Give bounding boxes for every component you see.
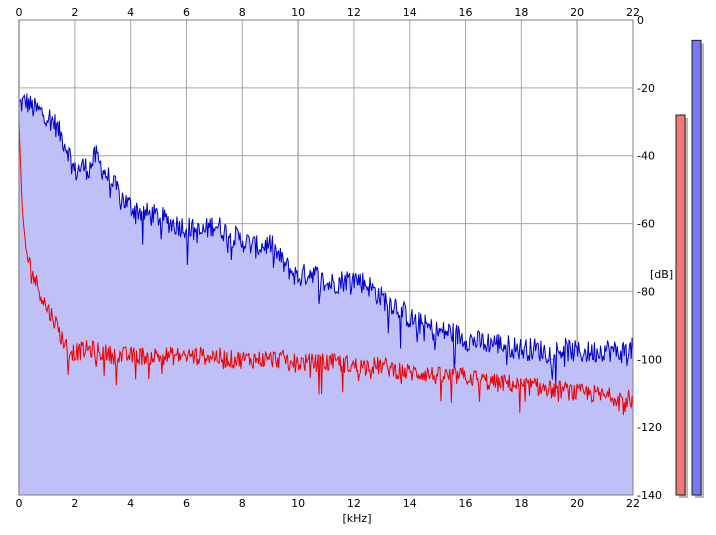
series-line-1 bbox=[18, 118, 634, 416]
y-tick-label: 0 bbox=[637, 14, 644, 27]
x-tick-label-bottom: 16 bbox=[459, 497, 473, 510]
y-tick-label: -20 bbox=[637, 82, 655, 95]
x-tick-label-top: 0 bbox=[16, 6, 23, 19]
y-tick-label: -120 bbox=[637, 421, 662, 434]
y-tick-label: -140 bbox=[637, 489, 662, 502]
x-tick-label-top: 14 bbox=[403, 6, 417, 19]
y-axis-label: [dB] bbox=[650, 268, 673, 281]
series-fill-0 bbox=[19, 93, 633, 495]
x-tick-label-bottom: 4 bbox=[127, 497, 134, 510]
x-tick-label-top: 20 bbox=[570, 6, 584, 19]
plot-frame bbox=[18, 19, 634, 496]
series-line-0 bbox=[18, 93, 634, 387]
level-meter-bar bbox=[675, 114, 686, 496]
x-tick-label-bottom: 22 bbox=[626, 497, 640, 510]
plot-border bbox=[18, 19, 634, 496]
x-tick-labels-top: 0 2 4 6 8 10 12 14 16 18 20 22 bbox=[16, 6, 641, 19]
x-tick-label-bottom: 2 bbox=[71, 497, 78, 510]
x-tick-label-bottom: 0 bbox=[16, 497, 23, 510]
x-tick-label-top: 6 bbox=[183, 6, 190, 19]
x-tick-label-top: 10 bbox=[291, 6, 305, 19]
level-meters bbox=[675, 39, 704, 498]
x-axis-label: [kHz] bbox=[343, 512, 372, 525]
y-tick-label: -60 bbox=[637, 218, 655, 231]
y-tick-label: -80 bbox=[637, 285, 655, 298]
x-tick-label-bottom: 10 bbox=[291, 497, 305, 510]
x-tick-label-bottom: 12 bbox=[347, 497, 361, 510]
x-tick-label-top: 16 bbox=[459, 6, 473, 19]
series-layer bbox=[18, 93, 634, 495]
y-tick-labels: 0 -20 -40 -60 -80 -100 -120 -140 bbox=[637, 14, 662, 502]
x-tick-label-top: 18 bbox=[514, 6, 528, 19]
x-tick-label-bottom: 14 bbox=[403, 497, 417, 510]
x-tick-labels-bottom: 0 2 4 6 8 10 12 14 16 18 20 22 bbox=[16, 497, 641, 510]
x-tick-label-top: 8 bbox=[239, 6, 246, 19]
x-tick-label-bottom: 20 bbox=[570, 497, 584, 510]
y-tick-label: -40 bbox=[637, 150, 655, 163]
x-tick-label-top: 22 bbox=[626, 6, 640, 19]
x-tick-label-bottom: 6 bbox=[183, 497, 190, 510]
x-tick-label-top: 12 bbox=[347, 6, 361, 19]
level-meter-bar bbox=[691, 39, 702, 496]
x-tick-label-top: 2 bbox=[71, 6, 78, 19]
x-tick-label-bottom: 8 bbox=[239, 497, 246, 510]
x-tick-label-bottom: 18 bbox=[514, 497, 528, 510]
y-tick-label: -100 bbox=[637, 353, 662, 366]
x-tick-label-top: 4 bbox=[127, 6, 134, 19]
